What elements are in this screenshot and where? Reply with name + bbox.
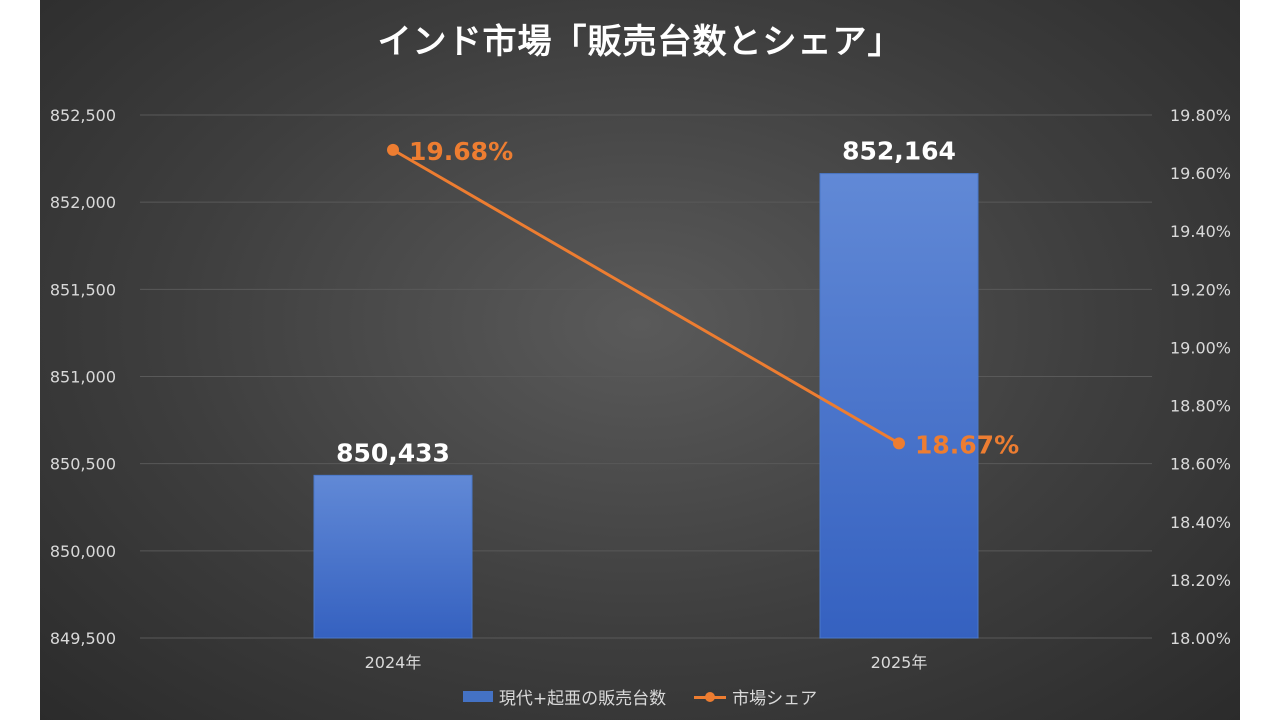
legend-item-share[interactable]: 市場シェア <box>694 684 817 709</box>
y-right-tick-label: 18.40% <box>1170 513 1231 532</box>
share-point[interactable] <box>387 143 399 156</box>
share-data-label: 19.68% <box>409 137 513 166</box>
chart-plot: 849,500 850,000 850,500 851,000 851,500 852,0… <box>50 106 1231 672</box>
legend-line-swatch <box>694 691 727 703</box>
y-left-tick-label: 851,500 <box>50 280 116 299</box>
bar[interactable] <box>313 474 473 639</box>
y-right-tick-label: 19.80% <box>1170 106 1231 125</box>
bar-data-label: 852,164 <box>842 137 956 166</box>
y-right-tick-label: 19.60% <box>1170 164 1231 183</box>
share-line <box>392 148 900 445</box>
y-left-tick-label: 852,000 <box>50 193 116 212</box>
chart-title: インド市場「販売台数とシェア」 <box>377 22 903 62</box>
y-right-tick-label: 19.40% <box>1170 222 1231 241</box>
y-left-tick-label: 852,500 <box>50 106 116 125</box>
y-right-tick-label: 19.20% <box>1170 280 1231 299</box>
bar-data-label: 850,433 <box>336 438 450 467</box>
y-right-tick-label: 18.00% <box>1170 629 1231 648</box>
x-tick-label: 2024年 <box>365 653 422 672</box>
y-right-tick-label: 18.80% <box>1170 397 1231 416</box>
legend-bar-swatch <box>462 691 493 702</box>
share-point[interactable] <box>893 437 905 450</box>
legend-label-sales: 現代+起亜の販売台数 <box>498 689 667 709</box>
bar[interactable] <box>819 173 979 639</box>
y-left-tick-label: 850,000 <box>50 542 116 561</box>
legend-item-sales[interactable]: 現代+起亜の販売台数 <box>462 684 667 709</box>
x-tick-label: 2025年 <box>871 653 928 672</box>
share-data-label: 18.67% <box>915 430 1019 459</box>
y-right-tick-label: 19.00% <box>1170 338 1231 357</box>
chart-frame: インド市場「販売台数とシェア」 849,500 850,000 850,500 851… <box>40 0 1240 720</box>
legend-label-share: 市場シェア <box>732 689 818 709</box>
y-right-tick-label: 18.20% <box>1170 571 1231 590</box>
chart-legend: 現代+起亜の販売台数 市場シェア <box>40 684 1240 709</box>
y-right-tick-label: 18.60% <box>1170 455 1231 474</box>
y-left-tick-label: 849,500 <box>50 629 116 648</box>
y-left-tick-label: 850,500 <box>50 455 116 474</box>
y-left-tick-label: 851,000 <box>50 368 116 387</box>
